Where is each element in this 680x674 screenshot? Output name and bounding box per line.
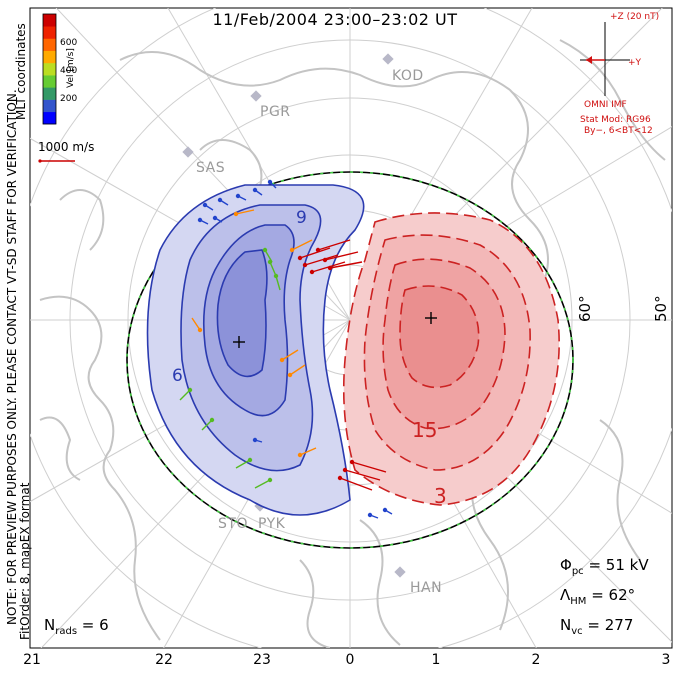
velocity-colorbar xyxy=(42,13,57,125)
mlt-tick-21: 21 xyxy=(23,652,41,668)
colorbar-swatch xyxy=(43,38,56,51)
colorbar-swatch xyxy=(43,99,56,113)
mlt-tick-2: 2 xyxy=(531,652,541,668)
plot-title: 11/Feb/2004 23:00–23:02 UT xyxy=(212,10,458,29)
vector-count: Nvc = 277 xyxy=(560,616,633,637)
colorbar-swatch xyxy=(43,50,56,64)
imf-model-params: By−, 6<BT<12 xyxy=(584,126,653,136)
lambda-subscript: HM xyxy=(570,596,587,607)
colorbar-tick-400: 400 xyxy=(60,66,78,76)
nrads-symbol: N xyxy=(44,616,56,634)
heppner-maynard-boundary: ΛHM = 62° xyxy=(560,586,635,607)
station-label-sas: SAS xyxy=(196,160,226,176)
contour-label-pos2: 3 xyxy=(434,484,447,508)
coastlines xyxy=(39,39,666,648)
radar-count: Nrads = 6 xyxy=(44,616,109,637)
contour-label-neg: 9 xyxy=(296,208,307,228)
contour-label-neg2: 6 xyxy=(172,366,183,386)
imf-y-label: +Y xyxy=(628,58,642,68)
colorbar-swatch xyxy=(43,14,56,27)
boundary-dash xyxy=(126,171,574,549)
preview-note: NOTE: FOR PREVIEW PURPOSES ONLY. PLEASE … xyxy=(5,89,19,625)
colorbar-swatch xyxy=(43,75,56,88)
mlt-tick-22: 22 xyxy=(155,652,173,668)
contour-label-pos: 15 xyxy=(412,418,438,442)
cross-polar-potential: Φpc = 51 kV xyxy=(560,556,649,577)
nrads-subscript: rads xyxy=(55,626,78,637)
positive-potential-cell xyxy=(342,212,560,506)
station-label-pgr: PGR xyxy=(260,104,291,120)
vector-scale-label: 1000 m/s xyxy=(38,140,95,154)
phi-subscript: pc xyxy=(571,566,584,577)
phi-symbol: Φ xyxy=(560,556,572,574)
latitude-label-50: 50° xyxy=(652,295,670,322)
lambda-value: = 62° xyxy=(586,586,636,604)
nvc-symbol: N xyxy=(560,616,572,634)
lambda-symbol: Λ xyxy=(560,586,571,604)
phi-value: = 51 kV xyxy=(583,556,649,574)
fit-order-note: FitOrder: 8, mapEX format xyxy=(18,482,32,640)
negative-potential-cell xyxy=(146,184,365,516)
colorbar-swatch xyxy=(43,62,56,76)
colorbar-swatch xyxy=(43,26,56,39)
velocity-vectors xyxy=(179,179,393,519)
plot-frame xyxy=(29,7,673,649)
coordinate-system-label: MLT coordinates xyxy=(14,23,28,120)
mlt-tick-0: 0 xyxy=(345,652,355,668)
imf-omni-label: OMNI IMF xyxy=(584,100,627,110)
colorbar-swatch xyxy=(43,111,56,125)
latitude-label-60: 60° xyxy=(576,295,594,322)
colorbar-tick-600: 600 xyxy=(60,38,78,48)
mlt-tick-3: 3 xyxy=(661,652,671,668)
nrads-value: = 6 xyxy=(77,616,109,634)
station-label-han: HAN xyxy=(410,580,443,596)
station-label-kod: KOD xyxy=(392,68,424,84)
imf-dial xyxy=(580,22,630,96)
station-label-sto: STO xyxy=(218,516,248,532)
mlt-tick-23: 23 xyxy=(253,652,271,668)
mlt-tick-1: 1 xyxy=(431,652,441,668)
imf-model-label: Stat Mod: RG96 xyxy=(580,115,651,125)
colorbar-tick-200: 200 xyxy=(60,94,78,104)
nvc-subscript: vc xyxy=(571,626,583,637)
colorbar-border xyxy=(42,13,57,125)
nvc-value: = 277 xyxy=(582,616,634,634)
station-label-pyk: PYK xyxy=(258,516,286,532)
colorbar-swatch xyxy=(43,87,56,100)
imf-z-label: +Z (20 nT) xyxy=(610,12,660,22)
